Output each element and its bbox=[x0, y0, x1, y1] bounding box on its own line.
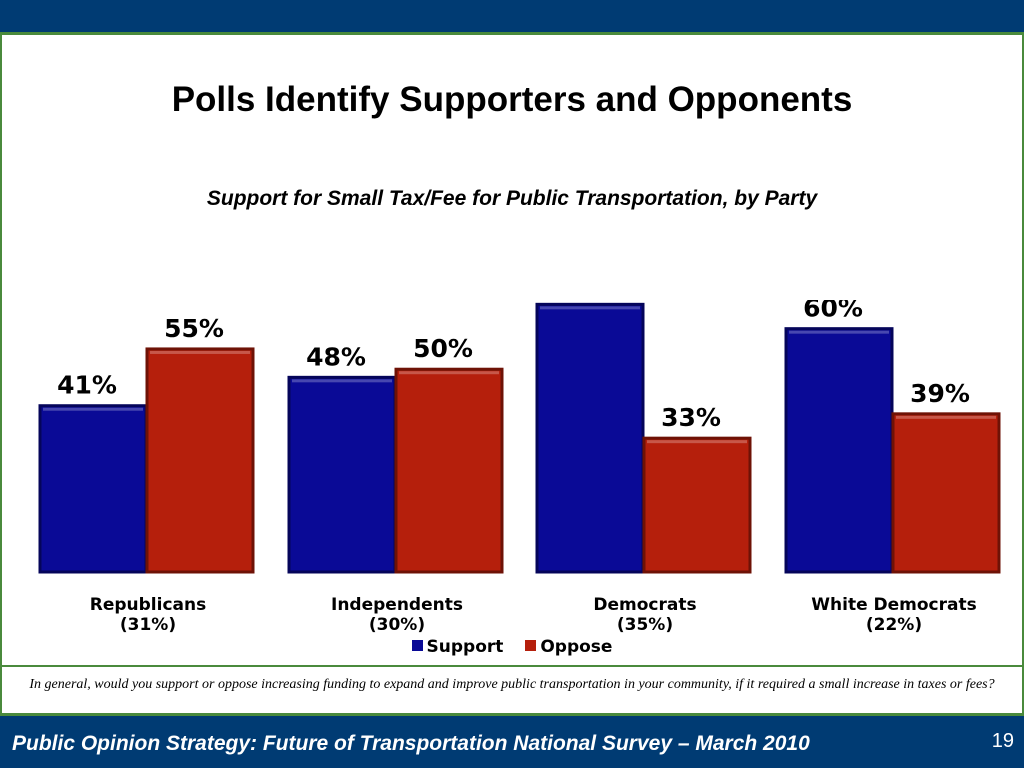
page-number: 19 bbox=[991, 730, 1014, 752]
category-label: Republicans bbox=[90, 595, 207, 615]
data-label-white-democrats-support: 60% bbox=[803, 300, 863, 323]
legend-item-oppose: Oppose bbox=[525, 637, 612, 657]
bar-highlight-white-democrats-support bbox=[789, 330, 889, 334]
legend-item-support: Support bbox=[411, 637, 504, 657]
slide-frame bbox=[0, 35, 1024, 713]
bar-white-democrats-oppose bbox=[891, 412, 1001, 574]
data-label-democrats-oppose: 33% bbox=[661, 403, 721, 432]
bar-republicans-support bbox=[38, 404, 148, 574]
category-sublabel: (35%) bbox=[617, 615, 673, 635]
bar-highlight-democrats-oppose bbox=[647, 440, 747, 444]
data-label-republicans-support: 41% bbox=[57, 371, 117, 400]
category-sublabel: (22%) bbox=[866, 615, 922, 635]
legend-swatch-oppose bbox=[525, 640, 537, 651]
bar-republicans-oppose bbox=[145, 347, 255, 574]
bar-democrats-oppose bbox=[642, 436, 752, 574]
category-sublabel: (31%) bbox=[120, 615, 176, 635]
top-bar bbox=[0, 0, 1024, 35]
data-label-white-democrats-oppose: 39% bbox=[910, 379, 970, 408]
bar-highlight-independents-oppose bbox=[399, 371, 499, 375]
legend-label-support: Support bbox=[426, 637, 504, 657]
bar-highlight-republicans-oppose bbox=[150, 350, 250, 354]
chart-subtitle: Support for Small Tax/Fee for Public Tra… bbox=[206, 187, 818, 210]
footer-bar: Public Opinion Strategy: Future of Trans… bbox=[0, 713, 1024, 768]
bar-highlight-republicans-support bbox=[43, 407, 143, 411]
category-label: Independents bbox=[331, 595, 463, 615]
bar-highlight-democrats-support bbox=[540, 306, 640, 310]
bar-chart: 41% 55% Republicans(31%) 48% 50% Independents… bbox=[38, 300, 1001, 635]
category-sublabel: (30%) bbox=[369, 615, 425, 635]
bar-white-democrats-support bbox=[784, 327, 894, 574]
bar-highlight-independents-support bbox=[292, 379, 392, 383]
category-label: Democrats bbox=[593, 595, 696, 615]
bar-highlight-white-democrats-oppose bbox=[896, 415, 996, 419]
slide-title: Polls Identify Supporters and Opponents bbox=[171, 80, 853, 119]
footer-text: Public Opinion Strategy: Future of Trans… bbox=[12, 732, 810, 755]
bar-democrats-support bbox=[535, 302, 645, 574]
legend-label-oppose: Oppose bbox=[540, 637, 613, 657]
survey-question-note: In general, would you support or oppose … bbox=[0, 665, 1024, 713]
bar-independents-support bbox=[287, 375, 397, 574]
bar-independents-oppose bbox=[394, 367, 504, 574]
data-label-independents-oppose: 50% bbox=[413, 334, 473, 363]
data-label-republicans-oppose: 55% bbox=[164, 314, 224, 343]
legend-swatch-support bbox=[411, 640, 423, 651]
chart-legend: Support Oppose bbox=[0, 637, 1024, 657]
category-label: White Democrats bbox=[811, 595, 976, 615]
data-label-independents-support: 48% bbox=[306, 342, 366, 371]
